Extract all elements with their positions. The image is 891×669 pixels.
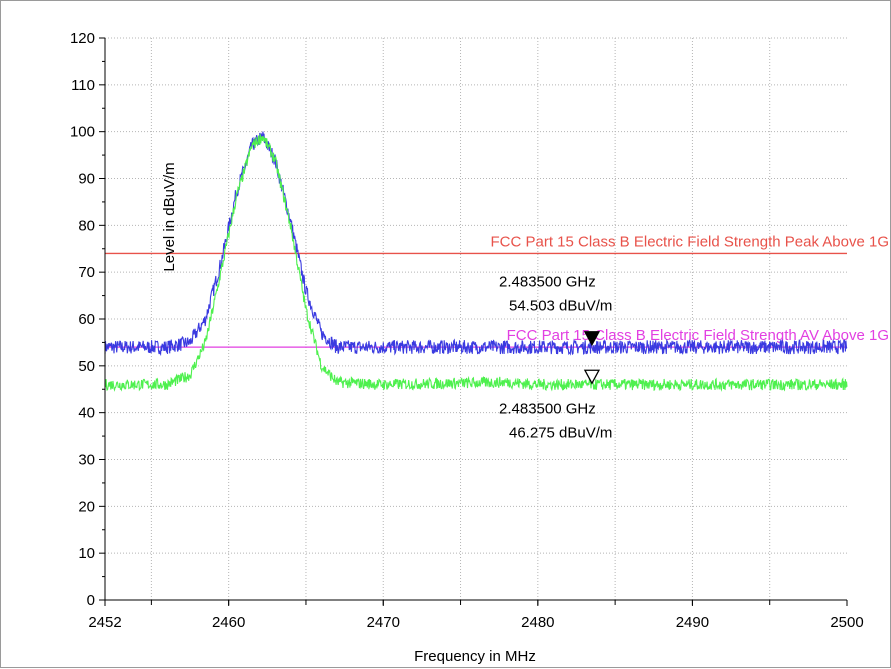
y-tick-label: 0 xyxy=(87,592,95,609)
y-tick-label: 110 xyxy=(71,77,95,94)
y-axis-title: Level in dBuV/m xyxy=(161,162,178,271)
y-tick-label: 60 xyxy=(78,311,95,328)
series-traces xyxy=(104,131,848,392)
marker-frequency: 2.483500 GHz xyxy=(499,400,596,417)
series-trace xyxy=(104,134,848,392)
axes: 0 10 20 30 40 50 60 70 80 90 100 110 120 2452 2460 2470… xyxy=(70,30,864,631)
marker-level: 54.503 dBuV/m xyxy=(509,298,612,315)
y-tick-label: 20 xyxy=(78,498,95,515)
y-tick-label: 80 xyxy=(78,217,95,234)
x-tick-label: 2490 xyxy=(676,614,709,631)
y-tick-label: 90 xyxy=(78,171,95,188)
grid xyxy=(105,37,847,600)
x-tick-label: 2452 xyxy=(88,614,121,631)
limit-label: FCC Part 15 Class B Electric Field Stren… xyxy=(490,233,889,250)
marker-triangle xyxy=(583,331,601,347)
series-trace xyxy=(104,131,848,357)
markers: 2.483500 GHz 54.503 dBuV/m 2.483500 GHz 46.… xyxy=(499,274,612,442)
marker-level: 46.275 dBuV/m xyxy=(509,424,612,441)
x-tick-label: 2470 xyxy=(367,614,400,631)
marker-frequency: 2.483500 GHz xyxy=(499,274,596,291)
y-tick-label: 30 xyxy=(78,452,95,469)
limit-label: FCC Part 15 Class B Electric Field Stren… xyxy=(507,327,889,344)
y-tick-label: 40 xyxy=(78,405,95,422)
marker-triangle xyxy=(583,369,601,385)
x-axis-title: Frequency in MHz xyxy=(414,648,536,665)
x-tick-label: 2500 xyxy=(830,614,863,631)
y-tick-label: 10 xyxy=(78,545,95,562)
limit-lines: FCC Part 15 Class B Electric Field Stren… xyxy=(105,233,889,348)
x-tick-label: 2460 xyxy=(212,614,245,631)
y-tick-label: 100 xyxy=(70,124,95,141)
y-tick-label: 70 xyxy=(78,264,95,281)
x-tick-label: 2480 xyxy=(521,614,554,631)
y-tick-label: 50 xyxy=(78,358,95,375)
y-tick-label: 120 xyxy=(70,30,95,47)
